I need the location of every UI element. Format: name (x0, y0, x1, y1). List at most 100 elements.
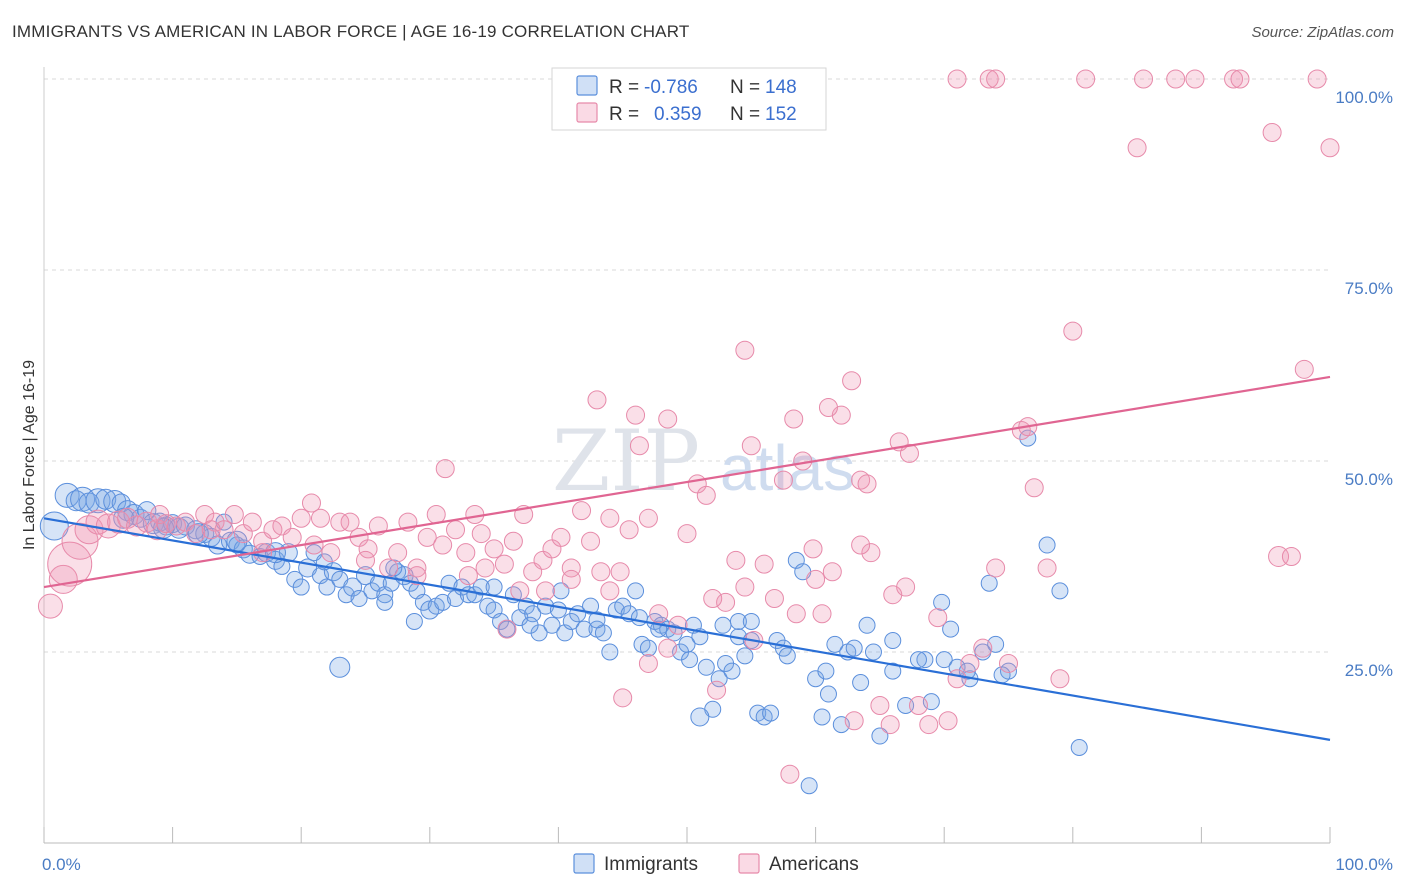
americans-point-137 (658, 638, 678, 658)
legend-n-label-americans: N = (730, 104, 760, 125)
americans-point-151 (471, 524, 491, 544)
americans-point-40 (426, 504, 446, 524)
immigrants-point-42 (343, 577, 363, 597)
immigrants-point-153 (485, 578, 503, 596)
americans-point-2 (47, 541, 93, 587)
immigrants-point-56 (434, 593, 452, 611)
americans-point-135 (150, 504, 170, 524)
americans-point-39 (417, 527, 437, 547)
americans-point-47 (494, 554, 514, 574)
americans-point-38 (407, 558, 427, 578)
legend-r-label-immigrants: R = (609, 77, 639, 98)
x-tick-label-0: 0.0% (42, 855, 81, 874)
immigrants-point-123 (916, 651, 934, 669)
americans-point-11 (146, 519, 168, 541)
immigrants-point-132 (1038, 536, 1056, 554)
americans-point-146 (786, 604, 806, 624)
americans-point-61 (629, 436, 649, 456)
americans-point-89 (899, 443, 919, 463)
americans-point-108 (1185, 69, 1205, 89)
americans-point-81 (822, 562, 842, 582)
trend-layer (43, 375, 1331, 741)
y-axis-label: In Labor Force | Age 16-19 (21, 360, 38, 550)
americans-point-115 (1307, 69, 1327, 89)
americans-point-145 (851, 535, 871, 555)
americans-point-122 (857, 474, 877, 494)
immigrants-point-146 (942, 620, 960, 638)
americans-point-130 (407, 566, 427, 586)
americans-point-34 (368, 516, 388, 536)
americans-point-46 (484, 539, 504, 559)
americans-point-125 (626, 405, 646, 425)
americans-point-29 (321, 543, 341, 563)
americans-point-93 (938, 711, 958, 731)
watermark-atlas: atlas (720, 432, 855, 504)
americans-point-72 (735, 340, 755, 360)
americans-point-107 (1166, 69, 1186, 89)
americans-point-3 (61, 522, 99, 560)
immigrants-point-82 (601, 643, 619, 661)
americans-point-144 (703, 589, 723, 609)
immigrants-point-140 (329, 656, 351, 678)
americans-point-55 (572, 501, 592, 521)
immigrants-point-12 (137, 501, 157, 521)
americans-point-118 (947, 69, 967, 89)
immigrants-point-103 (736, 647, 754, 665)
americans-point-92 (928, 608, 948, 628)
chart-title: IMMIGRANTS VS AMERICAN IN LABOR FORCE | … (12, 22, 690, 41)
bottom-legend-swatch-immigrants (573, 853, 595, 874)
americans-point-136 (735, 577, 755, 597)
americans-point-27 (301, 493, 321, 513)
americans-point-66 (677, 524, 697, 544)
americans-point-79 (803, 539, 823, 559)
americans-point-94 (947, 669, 967, 689)
immigrants-point-66 (498, 620, 516, 638)
americans-point-109 (1224, 69, 1244, 89)
legend: R = -0.786 N = 148 R = 0.359 N = 152 (551, 67, 827, 131)
immigrants-point-157 (864, 643, 882, 661)
legend-n-value-americans: 152 (765, 104, 797, 125)
immigrants-point-118 (852, 674, 870, 692)
americans-point-129 (458, 566, 478, 586)
americans-point-86 (870, 695, 890, 715)
legend-r-value-immigrants: -0.786 (644, 77, 698, 98)
immigrants-point-119 (858, 616, 876, 634)
americans-point-101 (1037, 558, 1057, 578)
immigrants-point-5 (85, 488, 111, 514)
bottom-legend-label-immigrants: Immigrants (604, 854, 698, 875)
legend-n-value-immigrants: 148 (765, 77, 797, 98)
immigrants-point-154 (385, 559, 403, 577)
legend-r-label-americans: R = (609, 104, 639, 125)
americans-point-105 (1127, 138, 1147, 158)
legend-box (551, 67, 827, 131)
americans-point-131 (356, 550, 375, 570)
immigrants-point-155 (405, 612, 423, 630)
americans-point-45 (475, 558, 495, 578)
americans-point-77 (784, 409, 804, 429)
americans-point-116 (1320, 138, 1340, 158)
americans-point-15 (186, 524, 206, 544)
americans-point-33 (358, 539, 378, 559)
immigrants-point-165 (521, 616, 539, 634)
immigrants-point-131 (1019, 429, 1037, 447)
americans-point-138 (638, 653, 658, 673)
immigrants-point-122 (897, 696, 915, 714)
americans-point-126 (587, 390, 607, 410)
immigrants-point-78 (575, 620, 593, 638)
immigrants-point-148 (742, 612, 760, 630)
americans-point-141 (613, 688, 633, 708)
americans-point-56 (581, 531, 601, 551)
bottom-legend-label-americans: Americans (769, 854, 859, 875)
immigrants-point-73 (543, 616, 561, 634)
americans-point-43 (456, 543, 476, 563)
americans-point-48 (503, 531, 523, 551)
americans-point-91 (919, 715, 939, 735)
y-tick-label-100: 100.0% (1335, 88, 1393, 107)
americans-point-98 (999, 653, 1018, 673)
americans-point-70 (716, 592, 736, 612)
americans-point-26 (291, 508, 311, 528)
immigrants-point-152 (588, 611, 606, 629)
americans-point-95 (960, 653, 980, 673)
americans-point-128 (510, 581, 530, 601)
